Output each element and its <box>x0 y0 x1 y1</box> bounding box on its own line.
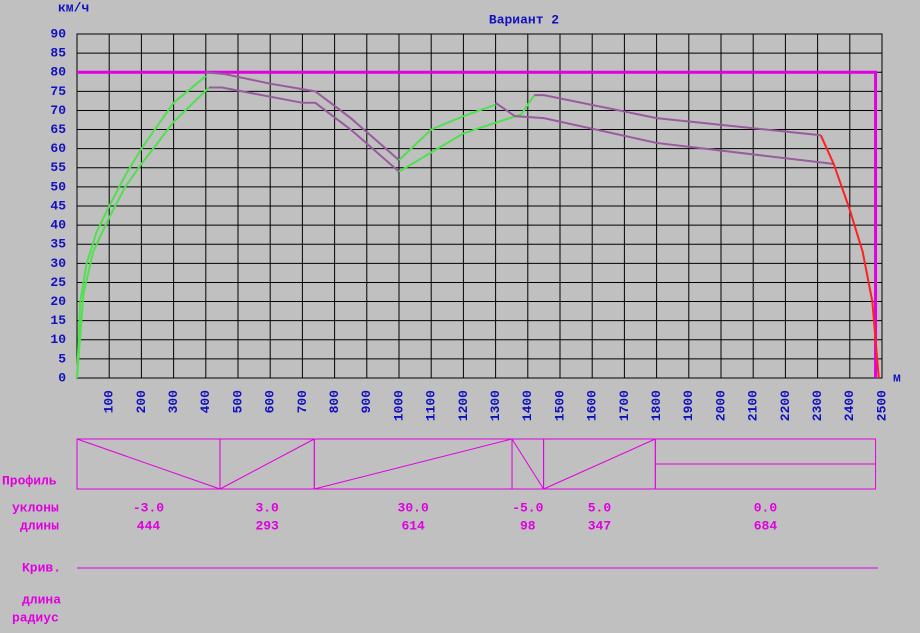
x-tick-label: 1600 <box>585 390 600 421</box>
x-tick-label: 1300 <box>488 390 503 421</box>
y-tick-label: 90 <box>50 26 66 41</box>
speed-curve <box>76 75 207 379</box>
grade-value: -3.0 <box>133 500 164 515</box>
grades-label: уклоны <box>12 500 59 515</box>
x-unit: м <box>893 370 901 385</box>
x-tick-label: 2400 <box>842 390 857 421</box>
x-tick-label: 1400 <box>520 390 535 421</box>
length-value: 98 <box>520 518 536 533</box>
y-tick-label: 10 <box>50 332 66 347</box>
y-tick-label: 5 <box>58 351 66 366</box>
x-tick-label: 2200 <box>778 390 793 421</box>
x-tick-label: 2100 <box>746 390 761 421</box>
x-tick-label: 200 <box>134 390 149 414</box>
curve-length-label: длина <box>22 592 61 607</box>
x-tick-label: 1500 <box>552 390 567 421</box>
length-value: 444 <box>137 518 161 533</box>
y-tick-label: 15 <box>50 313 66 328</box>
chart-title: Вариант 2 <box>489 12 559 27</box>
x-tick-label: 1900 <box>681 390 696 421</box>
lengths-label: длины <box>20 518 59 533</box>
profile-label: Профиль <box>2 473 57 488</box>
x-tick-label: 1100 <box>424 390 439 421</box>
x-tick-label: 2500 <box>874 390 889 421</box>
x-tick-label: 300 <box>166 390 181 414</box>
x-tick-label: 500 <box>230 390 245 414</box>
profile-grade <box>511 438 545 490</box>
y-tick-label: 80 <box>50 65 66 80</box>
x-tick-label: 2000 <box>713 390 728 421</box>
length-value: 684 <box>754 518 778 533</box>
y-tick-label: 0 <box>58 370 66 385</box>
x-tick-label: 1000 <box>391 390 406 421</box>
y-tick-label: 50 <box>50 179 66 194</box>
y-tick-label: 55 <box>50 160 66 175</box>
y-tick-label: 75 <box>50 84 66 99</box>
grade-value: 30.0 <box>398 500 429 515</box>
x-tick-label: 1800 <box>649 390 664 421</box>
x-tick-label: 900 <box>359 390 374 414</box>
y-tick-label: 40 <box>50 218 66 233</box>
speed-curve <box>398 94 536 173</box>
x-tick-label: 800 <box>327 390 342 414</box>
y-tick-label: 85 <box>50 46 66 61</box>
x-tick-label: 2300 <box>810 390 825 421</box>
curves-label: Крив. <box>22 560 61 575</box>
speed-curve <box>209 86 400 173</box>
speed-limit <box>77 70 878 378</box>
x-tick-label: 1700 <box>617 390 632 421</box>
y-tick-label: 35 <box>50 237 66 252</box>
speed-curve <box>76 86 210 379</box>
speed-curve <box>205 71 400 161</box>
length-value: 347 <box>588 518 611 533</box>
y-tick-label: 60 <box>50 141 66 156</box>
speed-curve <box>495 101 834 165</box>
profile-grade <box>219 438 315 490</box>
x-tick-label: 400 <box>198 390 213 414</box>
grade-value: 5.0 <box>588 500 612 515</box>
x-tick-label: 700 <box>295 390 310 414</box>
x-tick-label: 600 <box>263 390 278 414</box>
length-value: 614 <box>401 518 425 533</box>
y-tick-label: 25 <box>50 275 66 290</box>
y-tick-label: 70 <box>50 103 66 118</box>
grade-value: 0.0 <box>754 500 778 515</box>
length-value: 293 <box>255 518 279 533</box>
profile-grade <box>76 438 221 490</box>
y-tick-label: 30 <box>50 256 66 271</box>
y-tick-label: 65 <box>50 122 66 137</box>
speed-curve <box>534 94 821 137</box>
x-tick-label: 1200 <box>456 390 471 421</box>
y-tick-label: 20 <box>50 294 66 309</box>
x-tick-label: 100 <box>102 390 117 414</box>
grade-value: -5.0 <box>512 500 543 515</box>
curve-radius-label: радиус <box>12 610 59 625</box>
profile-grade <box>543 438 656 490</box>
speed-curve <box>819 134 880 379</box>
speed-curve <box>398 103 496 161</box>
profile-grade <box>314 438 513 490</box>
grade-value: 3.0 <box>255 500 279 515</box>
y-unit: км/ч <box>58 0 89 15</box>
y-tick-label: 45 <box>50 198 66 213</box>
